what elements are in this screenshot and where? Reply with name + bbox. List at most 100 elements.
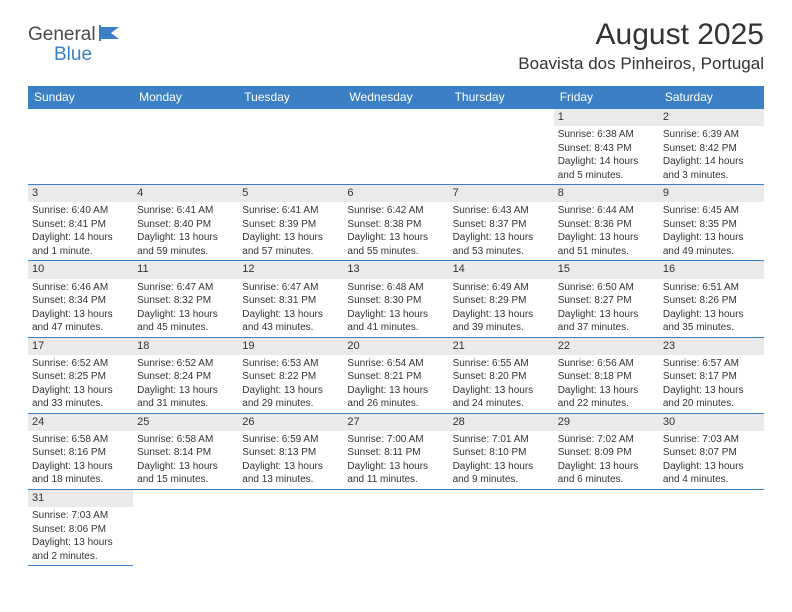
daylight-line: Daylight: 13 hours and 43 minutes.	[242, 308, 339, 335]
day-details: Sunrise: 6:54 AMSunset: 8:21 PMDaylight:…	[343, 355, 448, 413]
sunset-line: Sunset: 8:20 PM	[453, 370, 550, 384]
calendar-day-cell	[449, 109, 554, 185]
day-number: 14	[449, 261, 554, 278]
day-number: 21	[449, 338, 554, 355]
day-details: Sunrise: 6:41 AMSunset: 8:40 PMDaylight:…	[133, 202, 238, 260]
daylight-line: Daylight: 13 hours and 59 minutes.	[137, 231, 234, 258]
calendar-week-row: 24Sunrise: 6:58 AMSunset: 8:16 PMDayligh…	[28, 413, 764, 489]
day-details: Sunrise: 6:49 AMSunset: 8:29 PMDaylight:…	[449, 279, 554, 337]
calendar-day-cell: 17Sunrise: 6:52 AMSunset: 8:25 PMDayligh…	[28, 337, 133, 413]
calendar-day-cell: 7Sunrise: 6:43 AMSunset: 8:37 PMDaylight…	[449, 185, 554, 261]
sunset-line: Sunset: 8:14 PM	[137, 446, 234, 460]
calendar-day-cell: 11Sunrise: 6:47 AMSunset: 8:32 PMDayligh…	[133, 261, 238, 337]
calendar-day-cell: 18Sunrise: 6:52 AMSunset: 8:24 PMDayligh…	[133, 337, 238, 413]
daylight-line: Daylight: 13 hours and 22 minutes.	[558, 384, 655, 411]
sunrise-line: Sunrise: 6:56 AM	[558, 357, 655, 371]
sunrise-line: Sunrise: 6:38 AM	[558, 128, 655, 142]
weekday-header: Monday	[133, 86, 238, 109]
day-details: Sunrise: 6:46 AMSunset: 8:34 PMDaylight:…	[28, 279, 133, 337]
sunset-line: Sunset: 8:25 PM	[32, 370, 129, 384]
day-number: 16	[659, 261, 764, 278]
sunset-line: Sunset: 8:17 PM	[663, 370, 760, 384]
sunrise-line: Sunrise: 6:42 AM	[347, 204, 444, 218]
sunset-line: Sunset: 8:24 PM	[137, 370, 234, 384]
calendar-day-cell: 9Sunrise: 6:45 AMSunset: 8:35 PMDaylight…	[659, 185, 764, 261]
calendar-day-cell: 15Sunrise: 6:50 AMSunset: 8:27 PMDayligh…	[554, 261, 659, 337]
sunset-line: Sunset: 8:37 PM	[453, 218, 550, 232]
sunrise-line: Sunrise: 7:00 AM	[347, 433, 444, 447]
sunset-line: Sunset: 8:13 PM	[242, 446, 339, 460]
day-number: 27	[343, 414, 448, 431]
calendar-day-cell: 21Sunrise: 6:55 AMSunset: 8:20 PMDayligh…	[449, 337, 554, 413]
sunset-line: Sunset: 8:09 PM	[558, 446, 655, 460]
sunrise-line: Sunrise: 6:41 AM	[137, 204, 234, 218]
calendar-day-cell: 8Sunrise: 6:44 AMSunset: 8:36 PMDaylight…	[554, 185, 659, 261]
calendar-header-row: SundayMondayTuesdayWednesdayThursdayFrid…	[28, 86, 764, 109]
sunrise-line: Sunrise: 6:57 AM	[663, 357, 760, 371]
sunset-line: Sunset: 8:40 PM	[137, 218, 234, 232]
day-details: Sunrise: 7:03 AMSunset: 8:07 PMDaylight:…	[659, 431, 764, 489]
sunset-line: Sunset: 8:18 PM	[558, 370, 655, 384]
day-number: 8	[554, 185, 659, 202]
sunrise-line: Sunrise: 7:02 AM	[558, 433, 655, 447]
sunset-line: Sunset: 8:32 PM	[137, 294, 234, 308]
calendar-day-cell: 28Sunrise: 7:01 AMSunset: 8:10 PMDayligh…	[449, 413, 554, 489]
day-number	[449, 109, 554, 126]
sunrise-line: Sunrise: 6:52 AM	[137, 357, 234, 371]
day-details: Sunrise: 6:56 AMSunset: 8:18 PMDaylight:…	[554, 355, 659, 413]
day-number: 13	[343, 261, 448, 278]
sunrise-line: Sunrise: 7:03 AM	[32, 509, 129, 523]
daylight-line: Daylight: 14 hours and 5 minutes.	[558, 155, 655, 182]
daylight-line: Daylight: 13 hours and 13 minutes.	[242, 460, 339, 487]
sunrise-line: Sunrise: 6:48 AM	[347, 281, 444, 295]
sunset-line: Sunset: 8:36 PM	[558, 218, 655, 232]
weekday-header: Friday	[554, 86, 659, 109]
weekday-header: Wednesday	[343, 86, 448, 109]
day-details: Sunrise: 6:40 AMSunset: 8:41 PMDaylight:…	[28, 202, 133, 260]
weekday-header: Tuesday	[238, 86, 343, 109]
day-details: Sunrise: 6:58 AMSunset: 8:14 PMDaylight:…	[133, 431, 238, 489]
weekday-header: Sunday	[28, 86, 133, 109]
sunset-line: Sunset: 8:39 PM	[242, 218, 339, 232]
calendar-day-cell: 2Sunrise: 6:39 AMSunset: 8:42 PMDaylight…	[659, 109, 764, 185]
calendar-day-cell	[554, 489, 659, 565]
sunset-line: Sunset: 8:35 PM	[663, 218, 760, 232]
calendar-day-cell: 24Sunrise: 6:58 AMSunset: 8:16 PMDayligh…	[28, 413, 133, 489]
day-details: Sunrise: 7:00 AMSunset: 8:11 PMDaylight:…	[343, 431, 448, 489]
calendar-day-cell: 1Sunrise: 6:38 AMSunset: 8:43 PMDaylight…	[554, 109, 659, 185]
sunrise-line: Sunrise: 6:54 AM	[347, 357, 444, 371]
daylight-line: Daylight: 13 hours and 11 minutes.	[347, 460, 444, 487]
daylight-line: Daylight: 13 hours and 15 minutes.	[137, 460, 234, 487]
calendar-day-cell	[343, 109, 448, 185]
day-details: Sunrise: 7:01 AMSunset: 8:10 PMDaylight:…	[449, 431, 554, 489]
daylight-line: Daylight: 13 hours and 39 minutes.	[453, 308, 550, 335]
day-number	[133, 109, 238, 126]
calendar-week-row: 17Sunrise: 6:52 AMSunset: 8:25 PMDayligh…	[28, 337, 764, 413]
calendar-day-cell: 12Sunrise: 6:47 AMSunset: 8:31 PMDayligh…	[238, 261, 343, 337]
day-details: Sunrise: 7:03 AMSunset: 8:06 PMDaylight:…	[28, 507, 133, 565]
daylight-line: Daylight: 13 hours and 24 minutes.	[453, 384, 550, 411]
day-number: 19	[238, 338, 343, 355]
day-number: 1	[554, 109, 659, 126]
sunrise-line: Sunrise: 6:51 AM	[663, 281, 760, 295]
daylight-line: Daylight: 13 hours and 2 minutes.	[32, 536, 129, 563]
calendar-day-cell: 10Sunrise: 6:46 AMSunset: 8:34 PMDayligh…	[28, 261, 133, 337]
sunrise-line: Sunrise: 6:58 AM	[32, 433, 129, 447]
calendar-day-cell	[449, 489, 554, 565]
sunset-line: Sunset: 8:06 PM	[32, 523, 129, 537]
sunrise-line: Sunrise: 6:44 AM	[558, 204, 655, 218]
day-details: Sunrise: 6:51 AMSunset: 8:26 PMDaylight:…	[659, 279, 764, 337]
day-number: 30	[659, 414, 764, 431]
calendar-day-cell: 6Sunrise: 6:42 AMSunset: 8:38 PMDaylight…	[343, 185, 448, 261]
header-area: General August 2025 Boavista dos Pinheir…	[0, 0, 792, 82]
weekday-header: Thursday	[449, 86, 554, 109]
daylight-line: Daylight: 13 hours and 6 minutes.	[558, 460, 655, 487]
daylight-line: Daylight: 13 hours and 9 minutes.	[453, 460, 550, 487]
day-number: 25	[133, 414, 238, 431]
day-details: Sunrise: 6:47 AMSunset: 8:32 PMDaylight:…	[133, 279, 238, 337]
sunrise-line: Sunrise: 6:47 AM	[242, 281, 339, 295]
sunset-line: Sunset: 8:38 PM	[347, 218, 444, 232]
day-number: 24	[28, 414, 133, 431]
sunrise-line: Sunrise: 7:03 AM	[663, 433, 760, 447]
calendar-day-cell	[28, 109, 133, 185]
